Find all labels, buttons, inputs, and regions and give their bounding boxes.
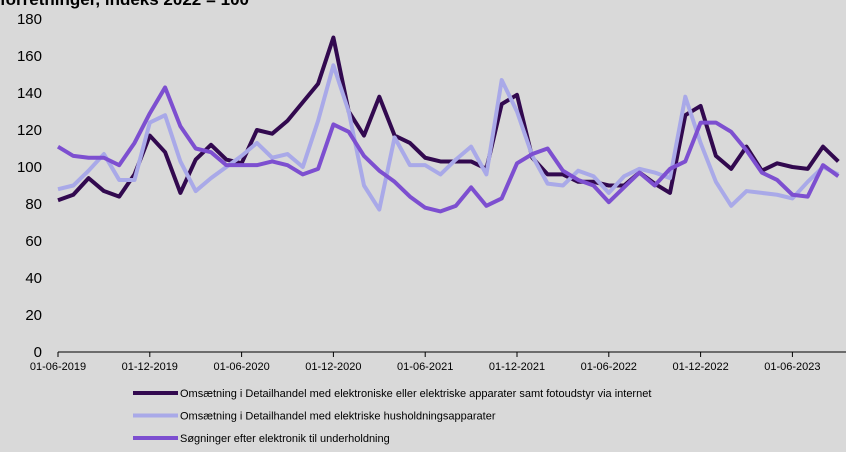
x-tick-label: 01-06-2021 [397,361,453,373]
chart-title: forretninger, indeks 2022 = 100 [0,0,249,9]
x-tick-label: 01-06-2020 [213,361,269,373]
y-tick-label: 100 [17,159,42,176]
legend-label: Søgninger efter elektronik til underhold… [180,433,390,445]
legend-label: Omsætning i Detailhandel med elektronisk… [180,388,651,400]
y-tick-label: 20 [25,307,42,324]
y-tick-label: 160 [17,48,42,65]
y-tick-label: 80 [25,196,42,213]
y-tick-label: 120 [17,122,42,139]
y-tick-label: 180 [17,11,42,28]
x-tick-label: 01-06-2022 [581,361,637,373]
x-tick-label: 01-12-2020 [305,361,361,373]
x-tick-label: 01-12-2021 [489,361,545,373]
y-tick-label: 60 [25,233,42,250]
x-tick-label: 01-12-2022 [672,361,728,373]
x-tick-label: 01-06-2019 [30,361,86,373]
y-tick-label: 0 [34,344,42,361]
x-tick-label: 01-06-2023 [764,361,820,373]
y-tick-label: 140 [17,85,42,102]
series-line [56,85,840,214]
x-tick-label: 01-12-2019 [122,361,178,373]
legend-label: Omsætning i Detailhandel med elektriske … [180,411,496,423]
series-line [57,35,840,203]
y-tick-label: 40 [25,270,42,287]
series-line [57,63,840,212]
